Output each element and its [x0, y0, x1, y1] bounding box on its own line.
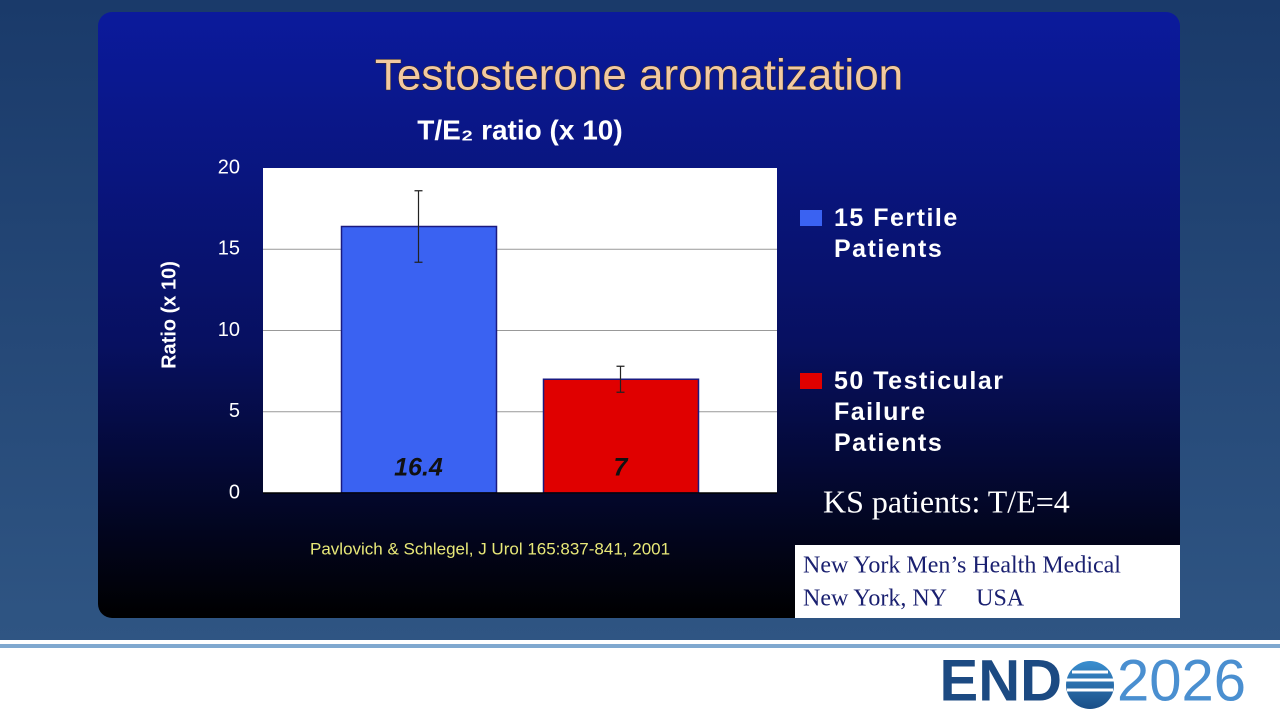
data-label: 16.4	[394, 454, 443, 482]
logo-left: END	[940, 648, 1062, 713]
logo-globe	[1066, 661, 1114, 709]
legend-swatch	[800, 373, 822, 389]
watermark-line: New York Men’s Health Medical	[803, 553, 1121, 579]
data-label: 7	[614, 454, 629, 482]
slide-title: Testosterone aromatization	[375, 51, 903, 100]
y-axis-label: Ratio (x 10)	[158, 261, 180, 369]
y-tick-label: 20	[218, 156, 240, 178]
chart-subtitle: T/E₂ ratio (x 10)	[417, 114, 622, 145]
citation: Pavlovich & Schlegel, J Urol 165:837-841…	[310, 539, 670, 558]
footer-line	[0, 644, 1280, 648]
y-tick-label: 10	[218, 319, 240, 341]
y-tick-label: 5	[229, 400, 240, 422]
error-bar	[414, 190, 423, 263]
legend-swatch	[800, 210, 822, 226]
watermark-box	[795, 545, 1180, 618]
legend-label: 15 Fertile Patients	[834, 204, 959, 263]
watermark-line: New York, NY USA	[803, 586, 1025, 612]
error-bar	[616, 365, 625, 393]
note: KS patients: T/E=4	[823, 483, 1070, 519]
bar	[542, 378, 700, 494]
logo-right: 2026	[1117, 648, 1246, 713]
y-tick-label: 15	[218, 238, 240, 260]
legend-label: 50 Testicular Failure Patients	[834, 367, 1005, 457]
bar	[340, 225, 498, 494]
y-tick-label: 0	[229, 481, 240, 503]
